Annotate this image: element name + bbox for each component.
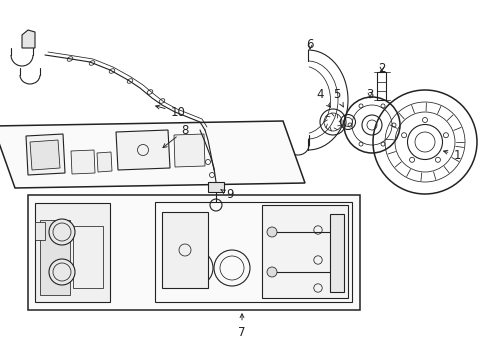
Text: 7: 7 bbox=[238, 314, 245, 338]
Text: 10: 10 bbox=[155, 105, 185, 118]
Text: 2: 2 bbox=[378, 62, 385, 75]
Circle shape bbox=[49, 259, 75, 285]
Text: 3: 3 bbox=[366, 89, 373, 102]
Bar bbox=[35, 222, 45, 240]
Text: 6: 6 bbox=[305, 39, 313, 51]
Text: 1: 1 bbox=[443, 149, 460, 162]
Text: 9: 9 bbox=[221, 189, 233, 202]
Text: 8: 8 bbox=[163, 123, 188, 148]
Polygon shape bbox=[116, 130, 170, 170]
Polygon shape bbox=[97, 152, 112, 172]
Polygon shape bbox=[262, 205, 347, 298]
Circle shape bbox=[266, 267, 276, 277]
Polygon shape bbox=[71, 150, 95, 174]
Bar bbox=[377, 72, 386, 100]
Circle shape bbox=[49, 219, 75, 245]
Polygon shape bbox=[35, 203, 110, 302]
Polygon shape bbox=[26, 134, 65, 175]
Polygon shape bbox=[22, 30, 35, 48]
Circle shape bbox=[332, 227, 342, 237]
Polygon shape bbox=[162, 212, 207, 288]
Bar bbox=[329, 214, 343, 292]
Bar bbox=[73, 226, 103, 288]
Text: 5: 5 bbox=[333, 89, 343, 107]
Polygon shape bbox=[0, 121, 305, 188]
Bar bbox=[40, 220, 70, 295]
Polygon shape bbox=[30, 140, 60, 170]
Text: 4: 4 bbox=[316, 89, 330, 107]
Polygon shape bbox=[174, 134, 204, 167]
Polygon shape bbox=[28, 195, 359, 310]
Circle shape bbox=[266, 227, 276, 237]
Bar bbox=[207, 182, 224, 192]
Circle shape bbox=[332, 267, 342, 277]
